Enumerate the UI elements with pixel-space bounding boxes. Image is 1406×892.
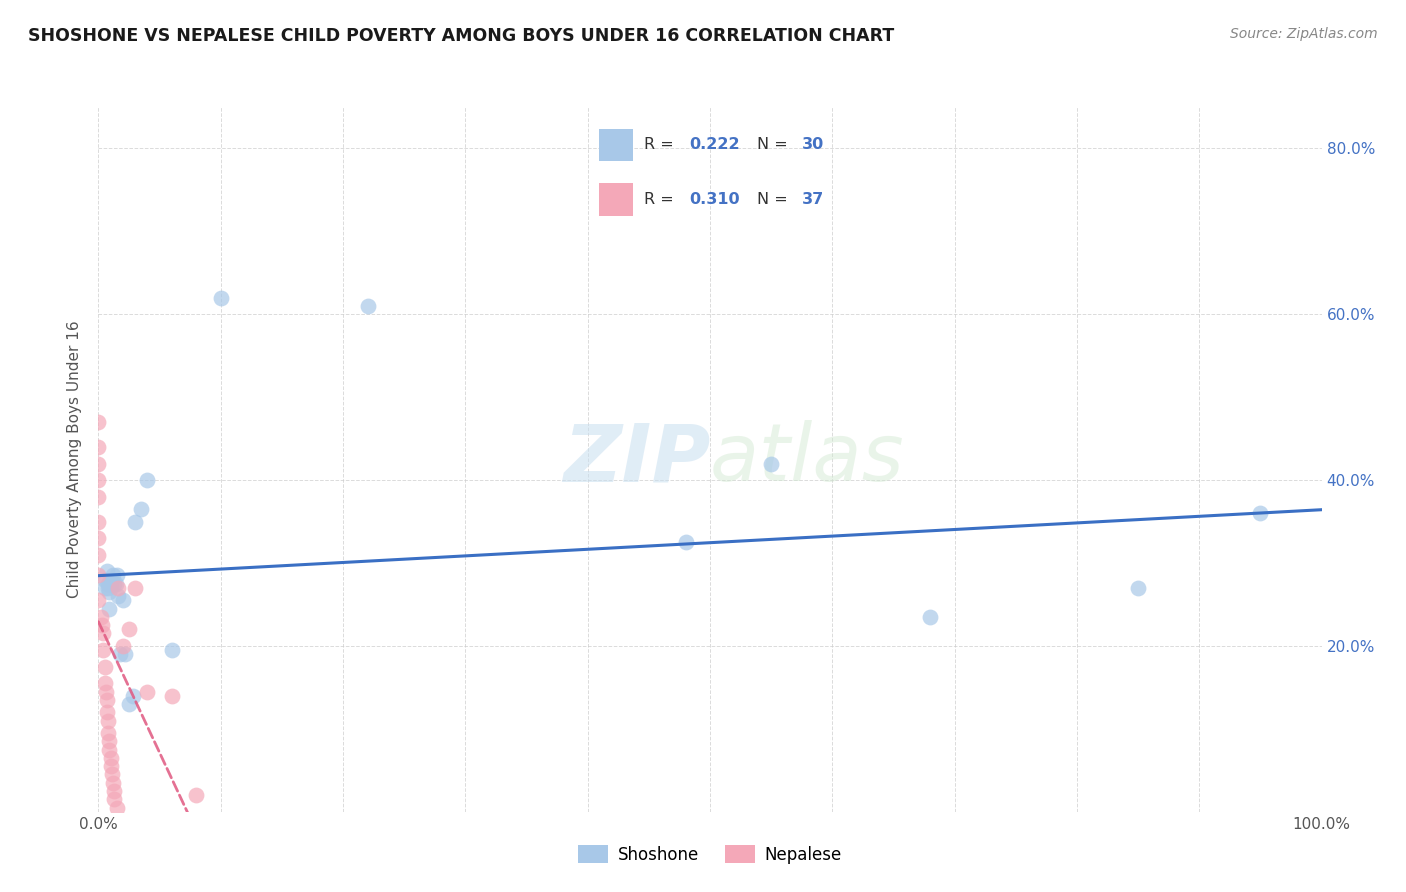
Point: [111, 639, 134, 653]
Text: ZIP: ZIP: [562, 420, 710, 499]
Point: [136, 684, 159, 698]
Point: [100, 751, 122, 765]
Point: [118, 623, 141, 637]
Point: [87, 568, 110, 582]
Point: [100, 576, 122, 591]
Point: [186, 788, 208, 802]
Point: [87, 515, 110, 529]
Point: [101, 568, 124, 582]
Point: [87, 440, 110, 454]
Point: [94, 684, 117, 698]
Point: [87, 457, 110, 471]
Point: [93, 573, 115, 587]
Point: [920, 610, 942, 624]
Point: [136, 473, 159, 487]
Point: [675, 535, 697, 549]
Point: [111, 593, 134, 607]
Text: Source: ZipAtlas.com: Source: ZipAtlas.com: [1230, 27, 1378, 41]
Point: [103, 784, 125, 798]
Point: [129, 502, 152, 516]
Point: [97, 576, 120, 591]
Point: [124, 581, 146, 595]
Point: [98, 585, 121, 599]
Text: SHOSHONE VS NEPALESE CHILD POVERTY AMONG BOYS UNDER 16 CORRELATION CHART: SHOSHONE VS NEPALESE CHILD POVERTY AMONG…: [28, 27, 894, 45]
Point: [91, 626, 114, 640]
Point: [91, 643, 114, 657]
Point: [1249, 506, 1271, 520]
Point: [87, 593, 110, 607]
Point: [93, 676, 115, 690]
Point: [87, 415, 110, 429]
Point: [103, 576, 125, 591]
Point: [761, 457, 783, 471]
Point: [96, 705, 118, 719]
Point: [98, 734, 121, 748]
Y-axis label: Child Poverty Among Boys Under 16: Child Poverty Among Boys Under 16: [67, 320, 83, 599]
Point: [100, 759, 122, 773]
Point: [103, 792, 125, 806]
Point: [90, 610, 112, 624]
Point: [87, 548, 110, 562]
Point: [87, 531, 110, 545]
Point: [97, 581, 120, 595]
Point: [160, 689, 183, 703]
Point: [209, 291, 232, 305]
Point: [97, 714, 120, 728]
Point: [91, 618, 114, 632]
Legend: Shoshone, Nepalese: Shoshone, Nepalese: [572, 838, 848, 871]
Point: [87, 490, 110, 504]
Point: [96, 693, 118, 707]
Point: [96, 564, 118, 578]
Point: [118, 697, 141, 711]
Point: [87, 473, 110, 487]
Point: [104, 576, 127, 591]
Point: [110, 647, 132, 661]
Point: [114, 647, 136, 661]
Point: [101, 767, 124, 781]
Point: [160, 643, 183, 657]
Point: [98, 601, 121, 615]
Point: [98, 742, 121, 756]
Point: [107, 581, 129, 595]
Point: [101, 775, 124, 789]
Point: [356, 299, 378, 313]
Text: atlas: atlas: [710, 420, 905, 499]
Point: [93, 581, 115, 595]
Point: [121, 689, 143, 703]
Point: [97, 726, 120, 740]
Point: [1128, 581, 1150, 595]
Point: [93, 659, 115, 673]
Point: [124, 515, 146, 529]
Point: [107, 589, 129, 603]
Point: [105, 800, 128, 814]
Point: [100, 576, 122, 591]
Point: [105, 568, 128, 582]
